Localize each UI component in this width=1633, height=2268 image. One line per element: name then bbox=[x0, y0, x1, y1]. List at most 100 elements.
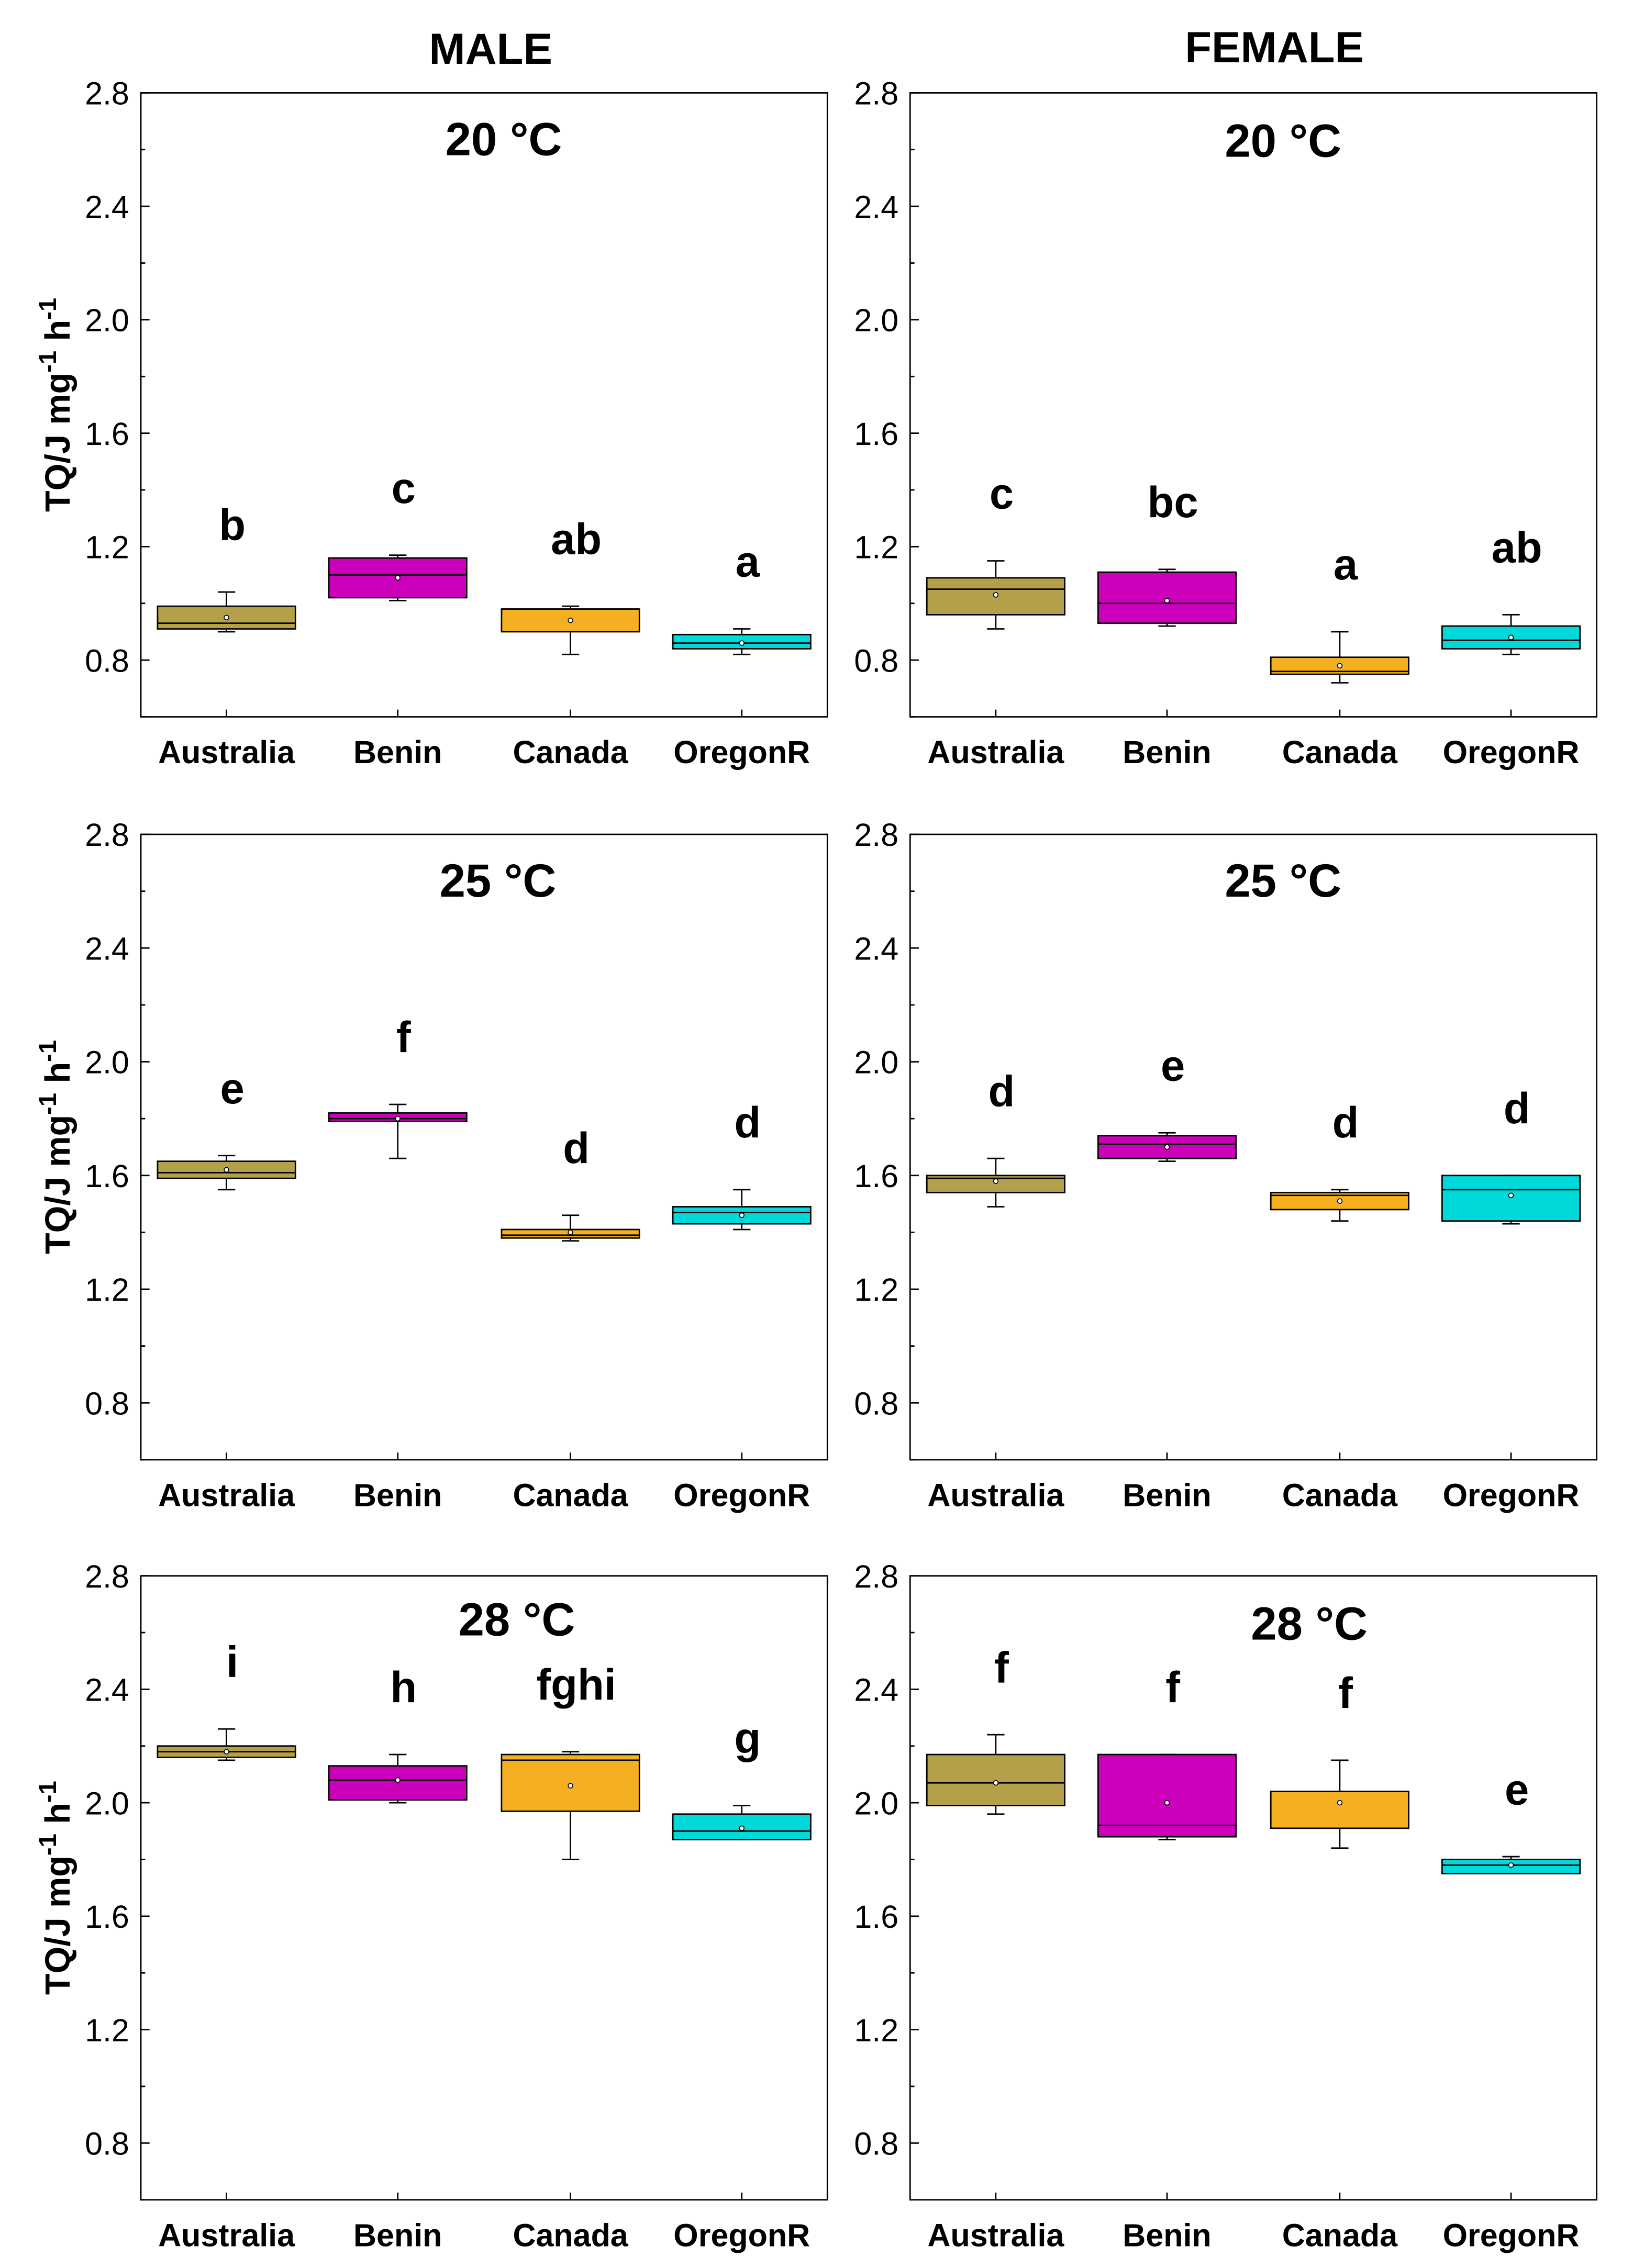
x-tick-label-australia: Australia bbox=[158, 734, 295, 770]
box-benin: bc bbox=[1097, 478, 1237, 627]
y-tick-label: 1.2 bbox=[85, 1272, 129, 1308]
plot-frame bbox=[140, 1575, 828, 2201]
chart-panel-female-5: 0.8 1.2 1.6 2.0 2.4 2.8 28 °C f Australia f Benin f… bbox=[854, 1559, 1597, 2253]
box-iqr bbox=[1270, 1791, 1409, 1829]
box-iqr bbox=[1441, 1175, 1581, 1222]
significance-letter: f bbox=[396, 1013, 411, 1062]
significance-letter: h bbox=[390, 1663, 417, 1712]
y-tick-label: 0.8 bbox=[854, 643, 898, 678]
box-mean bbox=[568, 1230, 573, 1235]
y-tick-label: 1.2 bbox=[854, 530, 898, 565]
y-tick-label: 2.0 bbox=[854, 303, 898, 338]
chart-panel-female-3: 0.8 1.2 1.6 2.0 2.4 2.8 25 °C d Australia e Benin d… bbox=[854, 817, 1597, 1513]
y-tick-label: 1.2 bbox=[85, 2013, 129, 2048]
significance-letter: d bbox=[1504, 1084, 1530, 1133]
box-mean bbox=[739, 1212, 745, 1219]
box-mean bbox=[993, 1178, 999, 1184]
x-tick-label-benin: Benin bbox=[1123, 1478, 1211, 1513]
plot-frame bbox=[909, 833, 1597, 1461]
significance-letter: e bbox=[1505, 1765, 1529, 1814]
panel-title: 25 °C bbox=[1225, 855, 1341, 907]
y-tick-label: 2.8 bbox=[854, 1559, 898, 1594]
panel-title: 28 °C bbox=[459, 1593, 575, 1645]
box-australia: d bbox=[926, 1067, 1065, 1208]
box-canada: f bbox=[1270, 1669, 1409, 1849]
x-tick-label-canada: Canada bbox=[1282, 2217, 1398, 2253]
box-canada: fghi bbox=[501, 1660, 640, 1860]
chart-panel-female-1: 0.8 1.2 1.6 2.0 2.4 2.8 20 °C c Australia bc Benin… bbox=[854, 76, 1597, 770]
panel-title: 20 °C bbox=[1225, 115, 1341, 166]
chart-panel-male-2: 0.8 1.2 1.6 2.0 2.4 2.8 TQ/J mg-1 h-1 25 °C e Aus… bbox=[34, 817, 828, 1513]
y-tick-label: 2.8 bbox=[85, 76, 129, 111]
box-australia: c bbox=[926, 470, 1065, 630]
x-tick-label-australia: Australia bbox=[158, 1478, 295, 1513]
y-axis-label: TQ/J mg-1 h-1 bbox=[34, 298, 78, 512]
box-mean bbox=[224, 1749, 229, 1755]
significance-letter: d bbox=[734, 1098, 761, 1147]
y-tick-label: 2.0 bbox=[85, 1045, 129, 1080]
y-tick-label: 1.2 bbox=[85, 530, 129, 565]
box-iqr bbox=[926, 1753, 1065, 1806]
box-canada: d bbox=[501, 1124, 640, 1242]
significance-letter: a bbox=[736, 538, 760, 586]
chart-panel-male-4: 0.8 1.2 1.6 2.0 2.4 2.8 TQ/J mg-1 h-1 28 °C i Aus… bbox=[34, 1559, 828, 2253]
box-oregonr: g bbox=[672, 1714, 812, 1840]
y-tick-label: 2.4 bbox=[85, 189, 129, 225]
box-benin: c bbox=[328, 464, 468, 601]
y-tick-label: 2.8 bbox=[85, 817, 129, 853]
box-oregonr: d bbox=[1441, 1084, 1581, 1225]
y-tick-label: 0.8 bbox=[85, 1386, 129, 1421]
y-tick-label: 1.6 bbox=[85, 416, 129, 452]
box-mean bbox=[1164, 1144, 1170, 1150]
x-tick-label-australia: Australia bbox=[927, 734, 1064, 770]
box-mean bbox=[1164, 598, 1170, 604]
y-tick-label: 0.8 bbox=[854, 2126, 898, 2162]
x-tick-label-australia: Australia bbox=[927, 1478, 1064, 1513]
y-tick-label: 2.4 bbox=[854, 931, 898, 966]
box-oregonr: ab bbox=[1441, 523, 1581, 655]
x-tick-label-canada: Canada bbox=[513, 1478, 628, 1513]
significance-letter: bc bbox=[1148, 478, 1198, 527]
x-tick-label-oregonr: OregonR bbox=[673, 734, 810, 770]
box-australia: i bbox=[157, 1637, 296, 1761]
y-axis-label: TQ/J mg-1 h-1 bbox=[34, 1781, 78, 1995]
y-tick-label: 1.6 bbox=[854, 1899, 898, 1935]
y-tick-label: 2.8 bbox=[854, 76, 898, 111]
x-tick-label-benin: Benin bbox=[1123, 2217, 1211, 2253]
y-tick-label: 0.8 bbox=[854, 1386, 898, 1421]
box-mean bbox=[568, 1783, 573, 1789]
y-tick-label: 2.0 bbox=[85, 303, 129, 338]
box-mean bbox=[1337, 663, 1343, 669]
box-mean bbox=[739, 1825, 745, 1831]
significance-letter: fghi bbox=[537, 1660, 616, 1709]
box-mean bbox=[224, 615, 229, 621]
x-tick-label-benin: Benin bbox=[353, 2217, 442, 2253]
box-mean bbox=[1508, 634, 1514, 641]
y-tick-label: 1.6 bbox=[85, 1158, 129, 1194]
box-benin: f bbox=[328, 1013, 468, 1159]
box-mean bbox=[568, 617, 573, 623]
y-tick-label: 2.4 bbox=[854, 1672, 898, 1708]
x-tick-label-canada: Canada bbox=[513, 734, 628, 770]
y-tick-label: 2.0 bbox=[854, 1045, 898, 1080]
box-mean bbox=[993, 1780, 999, 1786]
panel-title: 25 °C bbox=[440, 855, 557, 907]
x-tick-label-oregonr: OregonR bbox=[673, 1478, 810, 1513]
y-tick-label: 0.8 bbox=[85, 2126, 129, 2162]
box-benin: f bbox=[1097, 1663, 1237, 1840]
plot-frame bbox=[909, 1575, 1597, 2201]
y-tick-label: 2.4 bbox=[85, 1672, 129, 1708]
significance-letter: ab bbox=[551, 515, 602, 563]
y-tick-label: 1.6 bbox=[854, 416, 898, 452]
significance-letter: a bbox=[1334, 540, 1358, 589]
box-mean bbox=[993, 592, 999, 598]
x-tick-label-canada: Canada bbox=[513, 2217, 628, 2253]
x-tick-label-canada: Canada bbox=[1282, 734, 1398, 770]
box-mean bbox=[739, 640, 745, 646]
box-benin: e bbox=[1097, 1041, 1237, 1162]
box-canada: d bbox=[1270, 1098, 1409, 1222]
x-tick-label-benin: Benin bbox=[353, 1478, 442, 1513]
y-tick-label: 0.8 bbox=[85, 643, 129, 678]
significance-letter: g bbox=[734, 1714, 761, 1763]
